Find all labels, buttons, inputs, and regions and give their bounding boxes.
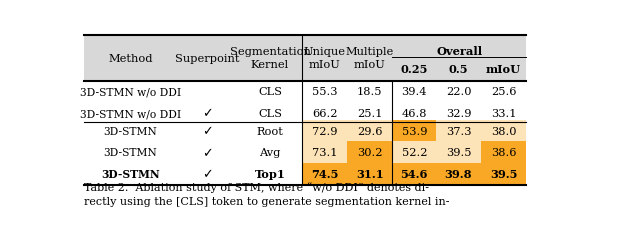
Text: 31.1: 31.1 — [356, 169, 383, 180]
Bar — [84, 35, 526, 81]
Bar — [436, 142, 481, 163]
Text: 0.25: 0.25 — [401, 63, 428, 74]
Text: 46.8: 46.8 — [401, 109, 427, 118]
Text: Method: Method — [108, 53, 152, 63]
Text: 3D-STMN: 3D-STMN — [104, 126, 157, 136]
Text: 52.2: 52.2 — [401, 147, 427, 158]
Bar — [436, 120, 481, 142]
Text: 32.9: 32.9 — [445, 109, 471, 118]
Text: 72.9: 72.9 — [312, 126, 337, 136]
Text: 39.4: 39.4 — [401, 87, 427, 97]
Text: 3D-STMN: 3D-STMN — [104, 147, 157, 158]
Text: ✓: ✓ — [202, 107, 212, 120]
Text: ✓: ✓ — [202, 125, 212, 137]
Text: Avg: Avg — [259, 147, 281, 158]
Text: Unique
mIoU: Unique mIoU — [303, 47, 346, 69]
Text: 73.1: 73.1 — [312, 147, 337, 158]
Bar — [392, 142, 436, 163]
Text: 66.2: 66.2 — [312, 109, 337, 118]
Text: 53.9: 53.9 — [401, 126, 427, 136]
Text: Segmentation
Kernel: Segmentation Kernel — [230, 47, 310, 69]
Bar — [347, 163, 392, 185]
Text: Multiple
mIoU: Multiple mIoU — [346, 47, 394, 69]
Text: ✓: ✓ — [202, 168, 212, 180]
Text: 39.5: 39.5 — [445, 147, 471, 158]
Text: 29.6: 29.6 — [357, 126, 383, 136]
Text: CLS: CLS — [258, 87, 282, 97]
Text: Top1: Top1 — [255, 169, 285, 180]
Bar — [392, 120, 436, 142]
Text: 3D-STMN w/o DDI: 3D-STMN w/o DDI — [80, 109, 181, 118]
Text: 0.5: 0.5 — [449, 63, 468, 74]
Text: 74.5: 74.5 — [311, 169, 338, 180]
Text: ✓: ✓ — [202, 146, 212, 159]
Bar — [481, 142, 526, 163]
Text: 33.1: 33.1 — [491, 109, 516, 118]
Text: Superpoint: Superpoint — [175, 53, 239, 63]
Text: 39.8: 39.8 — [445, 169, 472, 180]
Text: 38.0: 38.0 — [491, 126, 516, 136]
Text: 30.2: 30.2 — [357, 147, 383, 158]
Text: Root: Root — [257, 126, 284, 136]
Text: CLS: CLS — [258, 109, 282, 118]
Bar — [392, 163, 436, 185]
Bar — [481, 120, 526, 142]
Text: 25.6: 25.6 — [491, 87, 516, 97]
Text: 38.6: 38.6 — [491, 147, 516, 158]
Text: 37.3: 37.3 — [445, 126, 471, 136]
Text: 39.5: 39.5 — [490, 169, 517, 180]
Text: 22.0: 22.0 — [445, 87, 471, 97]
Text: Overall: Overall — [436, 46, 483, 57]
Bar — [302, 142, 347, 163]
Text: Table 2.  Ablation study of STM, where “w/o DDI” denotes di-
rectly using the [C: Table 2. Ablation study of STM, where “w… — [84, 182, 449, 206]
Text: mIoU: mIoU — [486, 63, 521, 74]
Bar — [481, 163, 526, 185]
Text: 54.6: 54.6 — [401, 169, 428, 180]
Bar — [302, 120, 347, 142]
Bar — [436, 163, 481, 185]
Text: 3D-STMN w/o DDI: 3D-STMN w/o DDI — [80, 87, 181, 97]
Bar — [347, 142, 392, 163]
Bar — [302, 163, 347, 185]
Text: 55.3: 55.3 — [312, 87, 337, 97]
Text: 25.1: 25.1 — [357, 109, 383, 118]
Text: 18.5: 18.5 — [357, 87, 383, 97]
Bar — [347, 120, 392, 142]
Text: 3D-STMN: 3D-STMN — [101, 169, 159, 180]
